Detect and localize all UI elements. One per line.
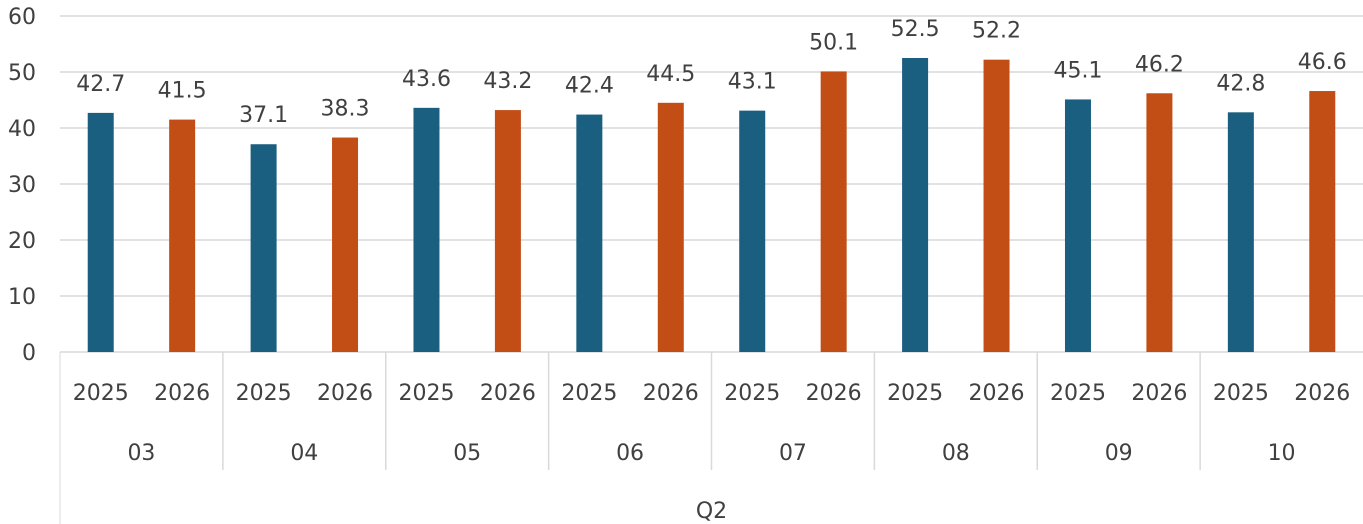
data-label: 44.5 [646,62,695,87]
bar [494,110,521,352]
gridlines [60,15,1363,353]
x-tick-label-month: 09 [1105,441,1133,466]
y-tick-label: 60 [8,5,36,30]
x-tick-label-year: 2026 [317,381,373,406]
x-tick-label-year: 2025 [724,381,780,406]
data-label: 42.7 [76,72,125,97]
x-tick-label-month: 06 [616,441,644,466]
bar [983,59,1010,353]
bar [1309,91,1336,352]
data-label: 41.5 [158,79,207,104]
x-tick-label-year: 2026 [1131,381,1187,406]
x-tick-label-year: 2026 [806,381,862,406]
x-tick-label-year: 2025 [236,381,292,406]
x-tick-label-year: 2025 [1213,381,1269,406]
x-tick-label-month: 03 [127,441,155,466]
x-tick-label-month: 05 [453,441,481,466]
data-label: 42.4 [565,74,614,99]
bar [87,112,114,352]
y-tick-label: 50 [8,61,36,86]
y-axis: 0 10 20 30 40 50 60 [8,5,36,366]
data-label: 46.6 [1298,50,1347,75]
x-tick-label-month: 10 [1268,441,1296,466]
data-label: 43.6 [402,67,451,92]
data-label: 45.1 [1053,58,1102,83]
x-tick-label-month: 07 [779,441,807,466]
x-tick-label-year: 2025 [398,381,454,406]
bar [739,110,766,352]
data-label: 46.2 [1135,52,1184,77]
bar [1146,93,1173,352]
bar-series [87,58,1336,353]
data-label: 37.1 [239,103,288,128]
bar [413,107,440,352]
y-tick-label: 30 [8,173,36,198]
bar [657,102,684,352]
data-label: 52.2 [972,19,1021,44]
x-tick-label-month: 08 [942,441,970,466]
data-labels: 42.7 41.5 37.1 38.3 43.6 43.2 42.4 44.5 43.1 50.1… [76,17,1347,128]
x-axis: 2025 2026 2025 2026 2025 2026 2025 2026 2025 2026… [59,352,1350,524]
x-tick-label-year: 2026 [969,381,1025,406]
data-label: 42.8 [1216,71,1265,96]
bar [1227,112,1254,352]
x-tick-label-year: 2026 [480,381,536,406]
x-tick-label-month: 04 [290,441,318,466]
x-tick-label-year: 2025 [73,381,129,406]
y-tick-label: 40 [8,117,36,142]
data-label: 50.1 [809,30,858,55]
bar [1064,99,1091,352]
data-label: 52.5 [891,17,940,42]
x-tick-label-year: 2025 [561,381,617,406]
bar [169,119,196,352]
bar [902,58,929,352]
data-label: 43.2 [483,69,532,94]
x-tick-label-year: 2026 [643,381,699,406]
bar [576,114,603,352]
data-label: 38.3 [321,97,370,122]
bar [250,144,277,352]
bar [820,71,847,352]
y-tick-label: 10 [8,285,36,310]
y-tick-label: 20 [8,229,36,254]
bar [332,137,359,352]
x-tick-label-year: 2026 [154,381,210,406]
x-tick-label-year: 2025 [1050,381,1106,406]
x-group-label: Q2 [696,499,727,524]
data-label: 43.1 [728,70,777,95]
x-tick-label-year: 2025 [887,381,943,406]
x-tick-label-year: 2026 [1294,381,1350,406]
y-tick-label: 0 [22,341,36,366]
